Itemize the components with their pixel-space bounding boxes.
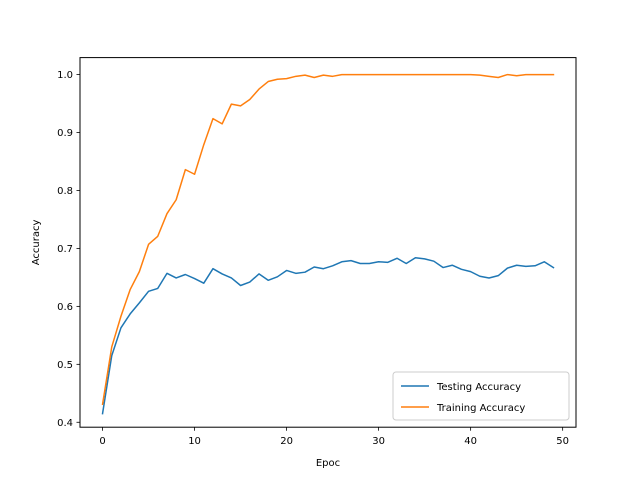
y-tick-label: 0.8 <box>57 186 73 197</box>
y-tick-label: 1.0 <box>57 70 73 81</box>
y-tick-label: 0.6 <box>57 302 73 313</box>
x-tick-label: 10 <box>188 436 201 447</box>
legend-label-testing: Testing Accuracy <box>436 382 521 393</box>
y-axis-label: Accuracy <box>31 219 42 265</box>
x-tick-label: 40 <box>464 436 477 447</box>
x-tick-label: 50 <box>556 436 569 447</box>
y-axis-ticks: 0.4 0.5 0.6 0.7 0.8 0.9 1.0 <box>57 70 80 429</box>
series-layer <box>101 73 555 415</box>
y-tick-label: 0.4 <box>57 418 73 429</box>
legend-box <box>392 371 570 421</box>
plot-frame <box>79 57 577 428</box>
y-tick-label: 0.7 <box>57 244 73 255</box>
series-line-training <box>101 73 555 406</box>
y-tick-label: 0.9 <box>57 128 73 139</box>
series-line-testing <box>101 256 555 415</box>
x-axis-label: Epoc <box>316 458 340 469</box>
x-tick-label: 0 <box>99 436 105 447</box>
legend: Testing Accuracy Training Accuracy <box>392 371 570 421</box>
legend-label-training: Training Accuracy <box>436 403 525 414</box>
y-tick-label: 0.5 <box>57 360 73 371</box>
x-axis-ticks: 0 10 20 30 40 50 <box>99 427 569 447</box>
x-tick-label: 30 <box>372 436 385 447</box>
x-tick-label: 20 <box>280 436 293 447</box>
